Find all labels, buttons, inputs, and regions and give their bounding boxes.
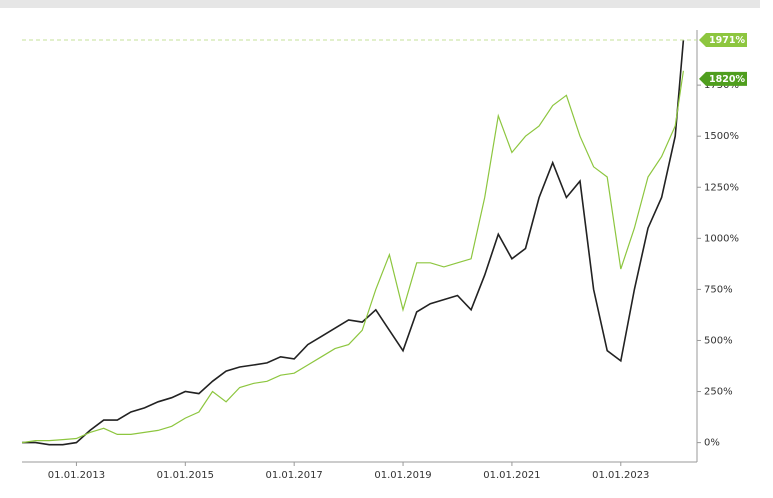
y-tick-label: 1250%	[704, 182, 739, 193]
series-line	[21, 70, 684, 444]
x-tick-label: 01.01.2015	[157, 470, 214, 481]
y-tick-label: 500%	[704, 335, 733, 346]
x-tick-label: 01.01.2013	[48, 470, 105, 481]
end-label: 1971%	[709, 35, 745, 46]
end-label: 1820%	[709, 74, 745, 85]
x-tick-label: 01.01.2023	[592, 470, 649, 481]
y-tick-label: 0%	[704, 438, 720, 449]
x-tick-label: 01.01.2021	[483, 470, 540, 481]
x-tick-label: 01.01.2019	[374, 470, 431, 481]
y-tick-label: 1500%	[704, 131, 739, 142]
y-tick-label: 1000%	[704, 233, 739, 244]
series-line	[22, 39, 685, 446]
y-tick-label: 250%	[704, 387, 733, 398]
x-tick-label: 01.01.2017	[266, 470, 323, 481]
end-label-box	[699, 71, 747, 86]
end-label-box	[699, 32, 747, 47]
y-tick-label: 750%	[704, 284, 733, 295]
top-bar	[0, 0, 760, 8]
